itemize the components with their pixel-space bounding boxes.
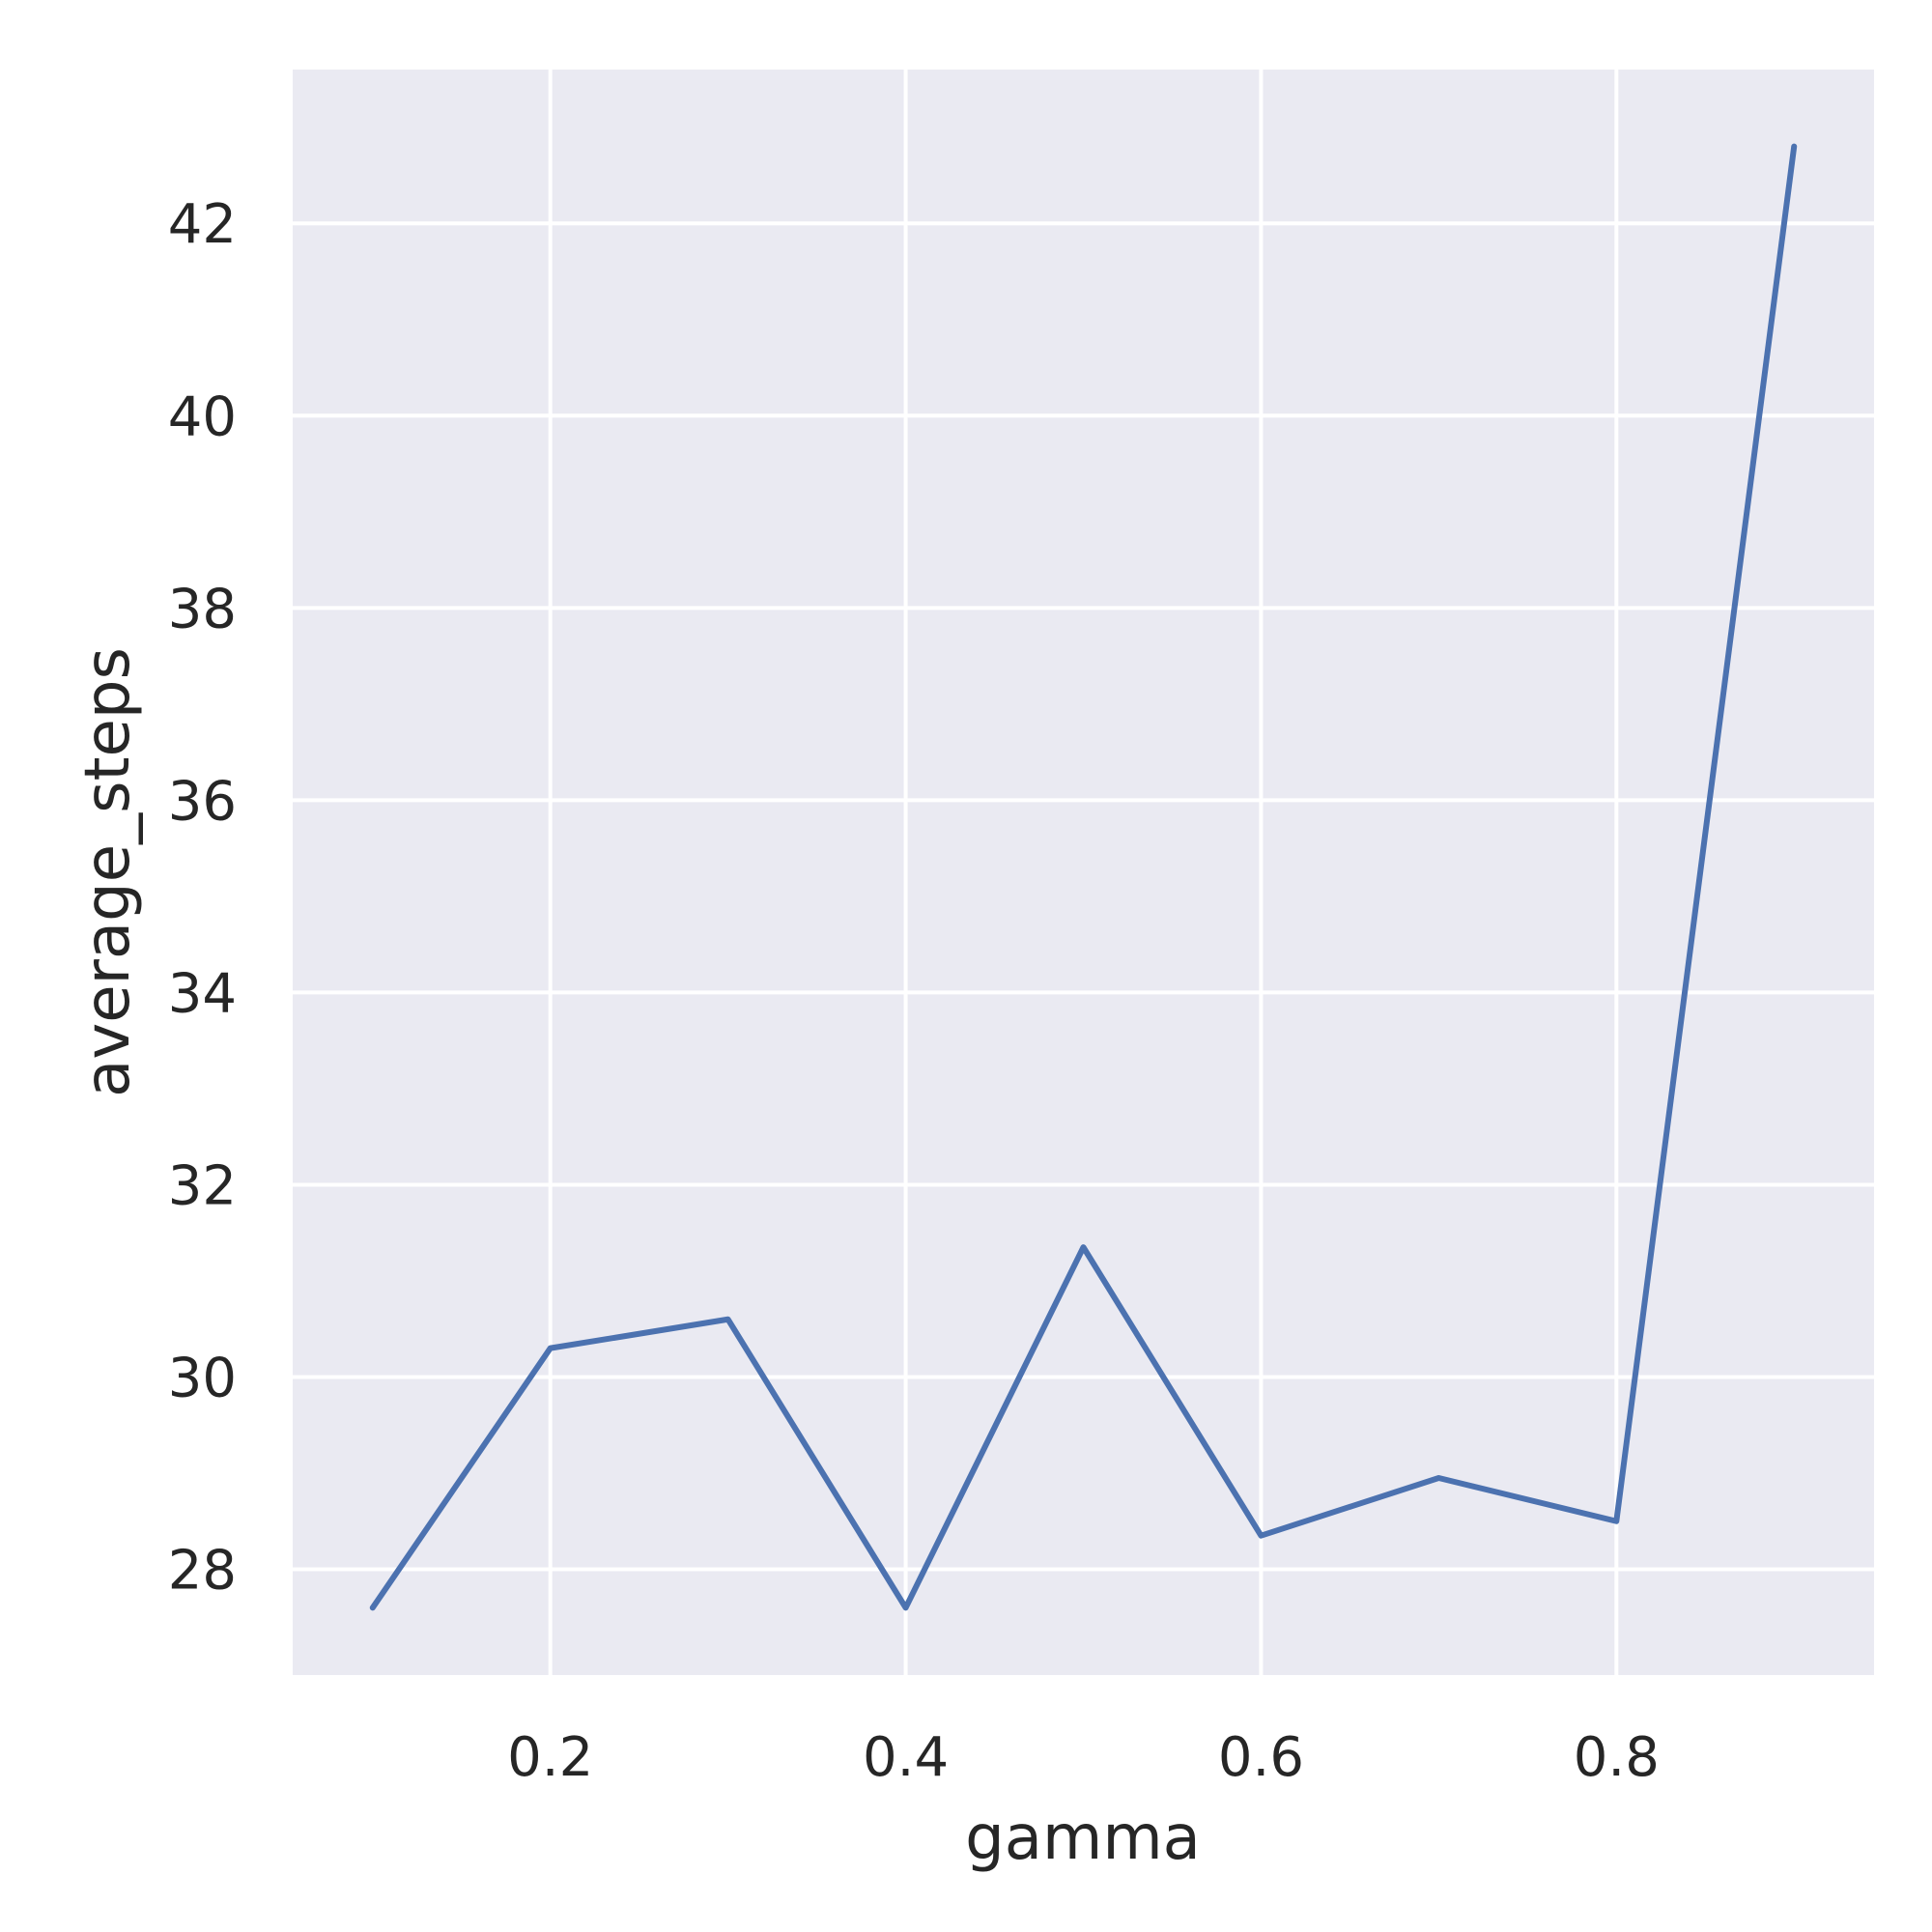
- x-tick-labels: 0.2 0.4 0.6 0.8: [507, 1726, 1660, 1789]
- y-tick-label: 34: [168, 962, 237, 1025]
- y-tick-labels: 28 30 32 34 36 38 40 42: [168, 193, 237, 1602]
- y-tick-label: 42: [168, 193, 237, 256]
- x-tick-label: 0.8: [1574, 1726, 1660, 1789]
- x-gridlines: [548, 70, 1619, 1675]
- x-tick-label: 0.6: [1218, 1726, 1304, 1789]
- series-group: [369, 143, 1798, 1611]
- y-tick-label: 40: [168, 385, 237, 448]
- plot-area: [293, 70, 1874, 1675]
- series-line: [369, 143, 1798, 1611]
- x-tick-label: 0.2: [507, 1726, 593, 1789]
- y-tick-label: 38: [168, 578, 237, 640]
- y-gridlines: [293, 221, 1874, 1572]
- y-axis-title: average_steps: [72, 647, 144, 1097]
- y-tick-label: 30: [168, 1347, 237, 1409]
- x-axis-title: gamma: [965, 1803, 1201, 1874]
- y-tick-label: 28: [168, 1540, 237, 1603]
- y-tick-label: 32: [168, 1154, 237, 1217]
- x-tick-label: 0.4: [863, 1726, 949, 1789]
- y-tick-label: 36: [168, 770, 237, 833]
